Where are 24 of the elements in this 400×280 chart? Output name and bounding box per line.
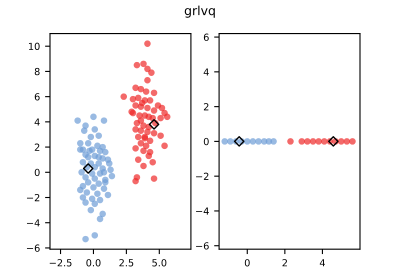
x-tick-label: 4 <box>320 259 325 266</box>
y-tick-label: −6 <box>196 242 209 250</box>
y-tick-label: −2 <box>196 172 208 180</box>
x-tick-label: 2 <box>282 259 287 266</box>
y-tick-label: 4 <box>34 118 40 126</box>
y-tick-label: 10 <box>28 42 40 50</box>
y-tick-label: 0 <box>34 168 40 176</box>
y-tick-label: 8 <box>34 68 40 76</box>
y-tick-label: −2 <box>26 194 40 202</box>
x-tick-label: 0 <box>244 259 250 266</box>
y-tick-label: 6 <box>204 34 209 41</box>
y-tick-label: 0 <box>204 138 209 146</box>
y-tick-label: 4 <box>204 68 209 76</box>
x-tick-label: 2.5 <box>119 259 134 266</box>
y-tick-label: 2 <box>34 144 40 151</box>
x-tick-label: 0.0 <box>86 259 101 266</box>
x-tick-label: −2.5 <box>50 259 72 266</box>
y-tick-label: 6 <box>34 93 40 100</box>
y-tick-label: −4 <box>196 208 209 215</box>
y-tick-label: −6 <box>26 244 40 252</box>
y-tick-label: −4 <box>26 219 40 226</box>
chart-title: grlvq <box>184 6 215 18</box>
y-tick-label: 2 <box>204 103 208 110</box>
x-tick-label: 5.0 <box>152 259 166 266</box>
